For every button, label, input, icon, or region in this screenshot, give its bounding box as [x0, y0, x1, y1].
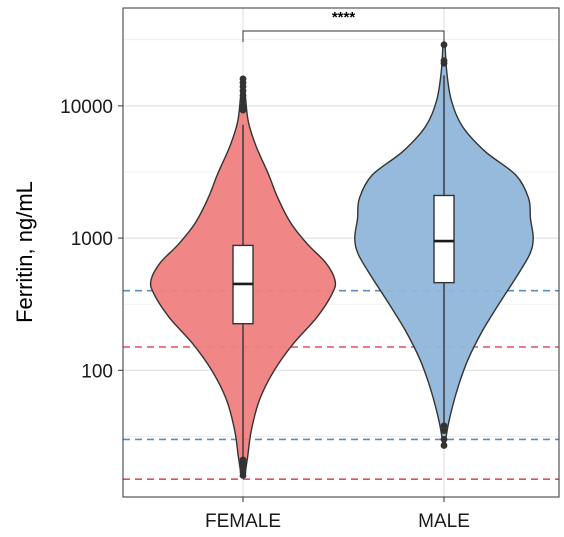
boxplots [232, 75, 455, 458]
y-tick-label: 10000 [60, 97, 113, 118]
outlier-point [239, 456, 247, 464]
outlier-points [239, 41, 448, 479]
outlier-point [239, 75, 247, 83]
plot-panel-border [122, 7, 560, 498]
violins [149, 40, 534, 477]
y-tick-label: 1000 [71, 229, 113, 250]
outlier-point [440, 41, 448, 49]
y-tick-label: 100 [81, 361, 113, 382]
y-axis-ticks: 100 1000 10000 [60, 97, 123, 382]
x-axis-ticks: FEMALE MALE [205, 497, 470, 532]
x-tick-label: MALE [418, 511, 470, 532]
outlier-point [440, 435, 448, 443]
significance-annotation: **** [242, 9, 445, 42]
outlier-point [440, 422, 448, 430]
outlier-point [440, 442, 448, 449]
significance-label: **** [332, 9, 356, 26]
y-axis-title: Ferritin, ng/mL [12, 181, 37, 323]
outlier-point [239, 102, 247, 110]
box-iqr [433, 194, 455, 284]
significance-bracket [242, 30, 445, 42]
outlier-point [440, 427, 448, 434]
outlier-point [440, 57, 448, 65]
x-tick-label: FEMALE [205, 511, 281, 532]
outlier-point [239, 97, 247, 104]
